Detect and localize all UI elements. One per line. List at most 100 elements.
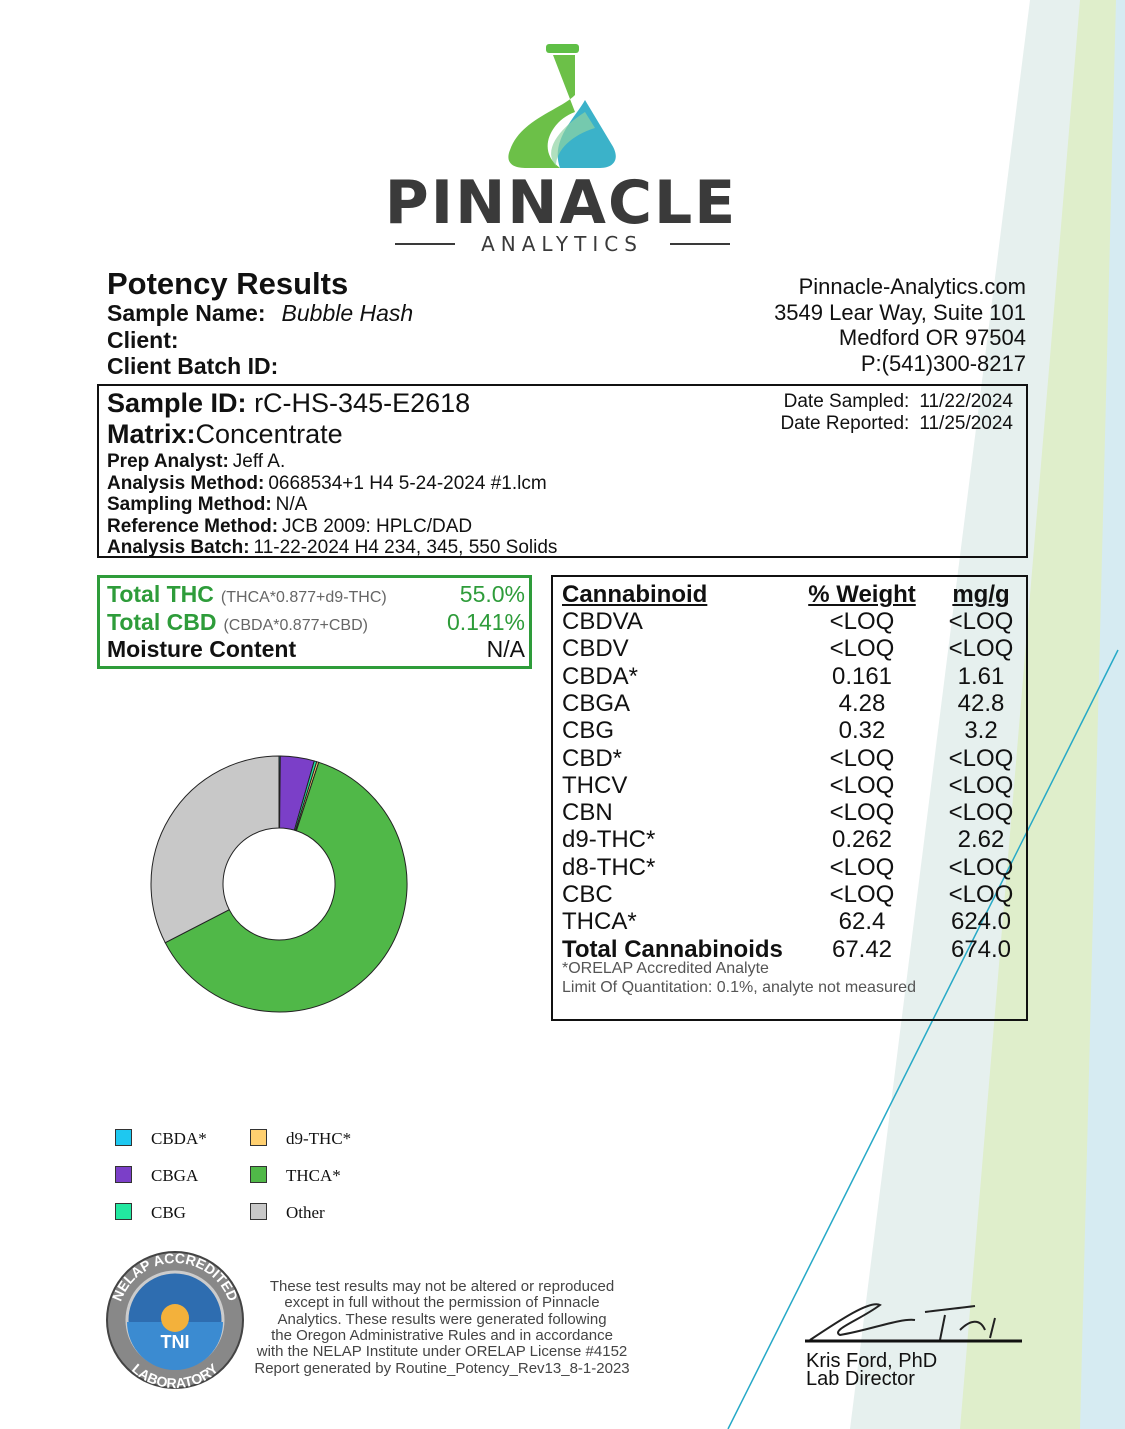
summary-box bbox=[97, 575, 532, 669]
table-name: THCA* bbox=[562, 908, 637, 936]
disclaimer-line: Analytics. These results were generated … bbox=[277, 1310, 607, 1328]
summary-row: Total CBD (CBDA*0.877+CBD) bbox=[107, 608, 368, 635]
summary-label: Total CBD bbox=[107, 608, 217, 635]
date-label: Date Sampled: bbox=[783, 391, 910, 412]
table-cell: 624.0 bbox=[950, 908, 1012, 936]
lab-line: Medford OR 97504 bbox=[838, 325, 1026, 350]
detail-value: 11-22-2024 H4 234, 345, 550 Solids bbox=[253, 537, 558, 558]
detail-value: Jeff A. bbox=[232, 451, 286, 472]
table-name: CBDV bbox=[562, 635, 629, 663]
detail-row: Sampling Method: N/A bbox=[107, 495, 307, 514]
date-value: 11/25/2024 bbox=[919, 413, 1013, 434]
disclaimer-line: Report generated by Routine_Potency_Rev1… bbox=[254, 1359, 630, 1377]
legend-label: d9-THC* bbox=[286, 1129, 352, 1148]
detail-label: Analysis Batch: bbox=[107, 537, 250, 558]
table-cell: <LOQ bbox=[948, 799, 1014, 827]
table-name: CBDVA bbox=[562, 608, 643, 635]
lab-line: Pinnacle-Analytics.com bbox=[798, 274, 1026, 299]
detail-row: Analysis Batch: 11-22-2024 H4 234, 345, 5… bbox=[107, 538, 557, 557]
donut-chart bbox=[150, 755, 408, 1013]
table-name: CBGA bbox=[562, 689, 631, 717]
table-cell: <LOQ bbox=[948, 608, 1014, 635]
summary-label: Total THC bbox=[107, 581, 214, 607]
disclaimer-line: the Oregon Administrative Rules and in a… bbox=[271, 1326, 613, 1344]
legend-swatch bbox=[250, 1203, 267, 1220]
legend-swatch bbox=[115, 1166, 132, 1183]
legend-swatch bbox=[115, 1203, 132, 1220]
nelap-badge: NELAP ACCREDITED LABORATORY TNI bbox=[106, 1250, 244, 1391]
disclaimer-line: These test results may not be altered or… bbox=[269, 1278, 615, 1295]
table-name: CBN bbox=[562, 799, 613, 827]
detail-label: Analysis Method: bbox=[107, 472, 265, 494]
detail-value: 0668534+1 H4 5-24-2024 #1.lcm bbox=[268, 472, 547, 494]
sample-id: Sample ID: rC-HS-345-E2618 bbox=[107, 390, 470, 417]
sample-id-label: Sample ID: bbox=[107, 388, 247, 418]
table-cell: <LOQ bbox=[948, 771, 1014, 799]
table-header: Cannabinoid bbox=[562, 581, 708, 608]
badge-center: TNI bbox=[161, 1332, 190, 1352]
detail-label: Prep Analyst: bbox=[107, 451, 229, 472]
field-label: Client Batch ID: bbox=[107, 353, 279, 379]
legend-label: THCA* bbox=[286, 1166, 341, 1185]
legend-swatch bbox=[250, 1166, 267, 1183]
detail-row: Prep Analyst: Jeff A. bbox=[107, 452, 285, 471]
table-cell: 4.28 bbox=[838, 689, 886, 717]
report-field: Client: bbox=[107, 326, 179, 353]
summary-value: 0.141% bbox=[446, 608, 525, 635]
summary-label: Moisture Content bbox=[107, 636, 297, 662]
table-note: *ORELAP Accredited Analyte bbox=[562, 960, 769, 977]
detail-label: Sampling Method: bbox=[107, 494, 272, 515]
signer-title: Lab Director bbox=[806, 1368, 915, 1390]
bg-stripe bbox=[960, 0, 1125, 1429]
table-cell: <LOQ bbox=[829, 881, 895, 908]
table-cell: <LOQ bbox=[948, 853, 1014, 881]
disclaimer-line: except in full without the permission of… bbox=[284, 1294, 600, 1312]
lab-line: P:(541)300-8217 bbox=[860, 350, 1026, 376]
bg-stripe bbox=[1080, 0, 1125, 1429]
table-cell: <LOQ bbox=[829, 799, 895, 827]
donut-slice bbox=[150, 755, 280, 944]
table-cell: 67.42 bbox=[831, 935, 893, 963]
report-field: Sample Name: Bubble Hash bbox=[107, 302, 413, 325]
summary-formula: (THCA*0.877+d9-THC) bbox=[220, 589, 387, 606]
logo bbox=[508, 44, 616, 168]
matrix: Matrix:Concentrate bbox=[107, 421, 343, 448]
field-label: Client: bbox=[107, 326, 179, 353]
report-title: Potency Results bbox=[107, 266, 349, 301]
table-name: CBDA* bbox=[562, 662, 639, 690]
table-name: Total Cannabinoids bbox=[562, 935, 783, 963]
date-row: Date Reported: 11/25/2024 bbox=[780, 414, 1013, 433]
table-cell: 62.4 bbox=[838, 908, 886, 936]
summary-value: N/A bbox=[486, 636, 525, 662]
detail-value: N/A bbox=[275, 494, 308, 515]
table-cell: <LOQ bbox=[829, 744, 895, 772]
legend-swatch bbox=[250, 1129, 267, 1146]
detail-row: Analysis Method: 0668534+1 H4 5-24-2024 #… bbox=[107, 474, 547, 493]
detail-value: JCB 2009: HPLC/DAD bbox=[282, 515, 473, 537]
table-cell: 0.161 bbox=[831, 662, 893, 690]
donut-slice bbox=[164, 761, 408, 1013]
summary-row: Total THC (THCA*0.877+d9-THC) bbox=[107, 583, 387, 606]
table-cell: <LOQ bbox=[829, 853, 895, 881]
sample-id-value: rC-HS-345-E2618 bbox=[254, 388, 471, 418]
table-name: CBD* bbox=[562, 744, 623, 772]
table-cell: 2.62 bbox=[957, 826, 1005, 854]
sample-box bbox=[97, 384, 1028, 558]
lab-line: 3549 Lear Way, Suite 101 bbox=[774, 299, 1026, 325]
legend-label: CBGA bbox=[151, 1166, 199, 1185]
table-name: d9-THC* bbox=[562, 826, 656, 854]
table-name: CBC bbox=[562, 881, 613, 908]
table-cell: <LOQ bbox=[948, 635, 1014, 663]
date-row: Date Sampled: 11/22/2024 bbox=[784, 392, 1013, 411]
signature bbox=[809, 1303, 996, 1341]
legend-label: CBG bbox=[151, 1203, 186, 1222]
disclaimer-line: with the NELAP Institute under ORELAP Li… bbox=[256, 1343, 628, 1361]
table-name: d8-THC* bbox=[562, 853, 656, 881]
table-cell: 3.2 bbox=[964, 717, 998, 745]
legend-label: Other bbox=[286, 1203, 325, 1222]
field-label: Sample Name: bbox=[107, 300, 266, 326]
table-cell: <LOQ bbox=[948, 881, 1014, 908]
report-field: Client Batch ID: bbox=[107, 355, 278, 378]
table-name: CBG bbox=[562, 717, 615, 745]
